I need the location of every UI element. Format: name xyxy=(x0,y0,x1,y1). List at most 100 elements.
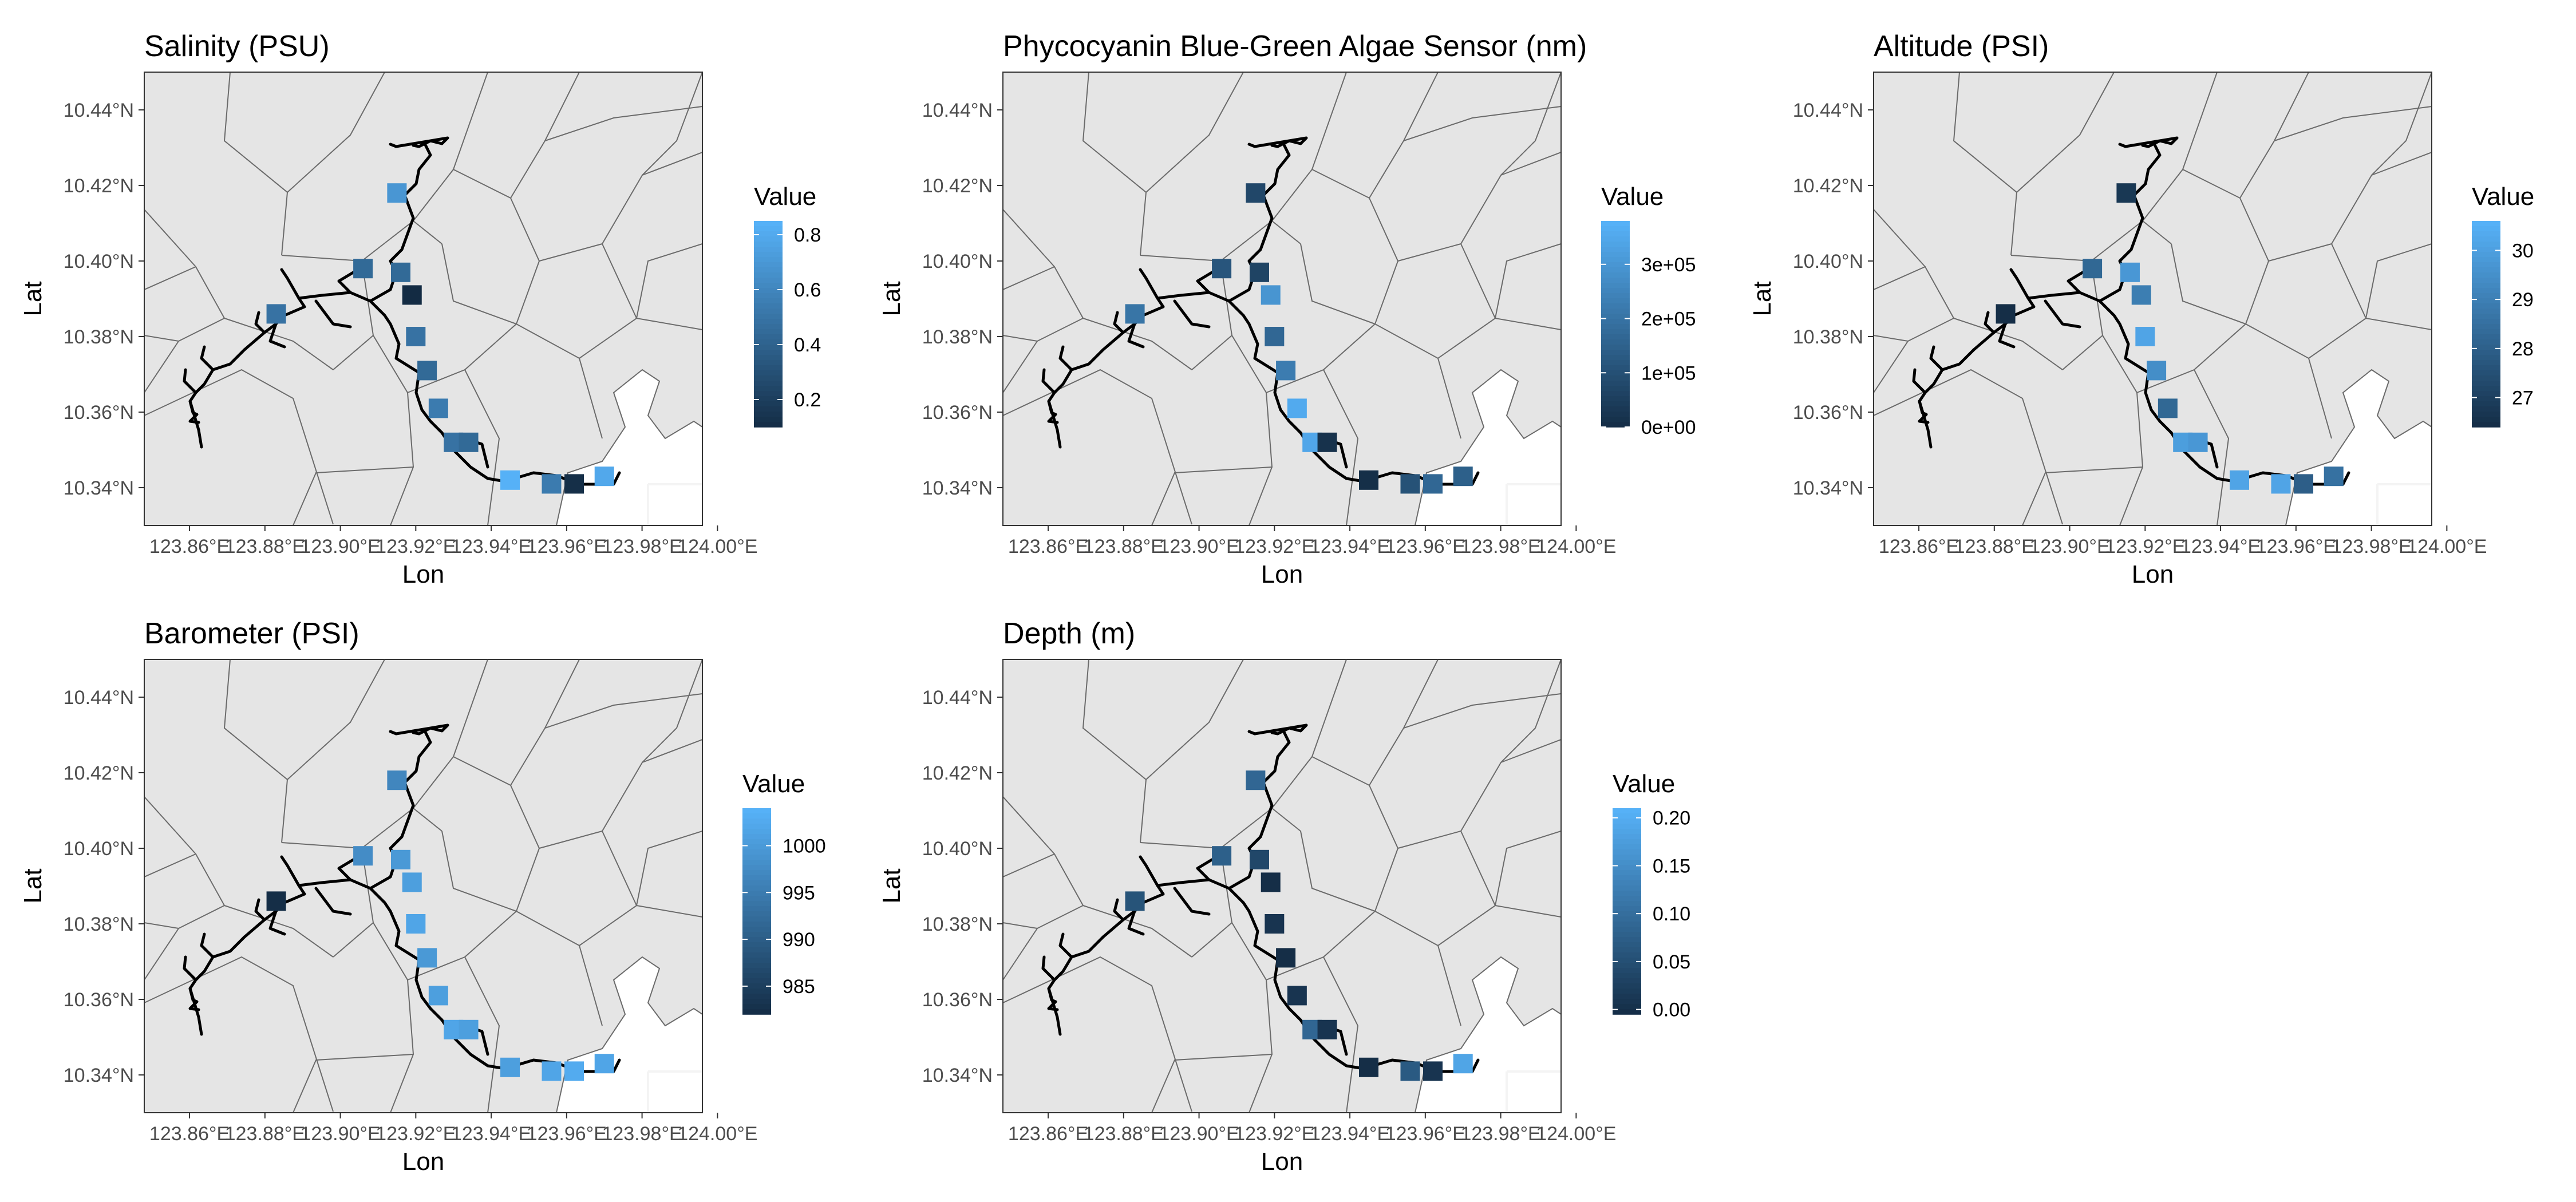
data-point xyxy=(2135,327,2155,346)
panel-title: Salinity (PSU) xyxy=(144,30,330,63)
data-point xyxy=(1125,304,1145,324)
legend-gradient-step xyxy=(754,309,783,314)
panel-3: Altitude (PSI)123.86°E123.88°E123.90°E12… xyxy=(1748,30,2534,588)
data-point xyxy=(1249,262,1269,282)
legend-gradient-step xyxy=(754,247,783,252)
data-point xyxy=(417,361,437,381)
legend-gradient-step xyxy=(1601,242,1630,247)
data-point xyxy=(1265,914,1285,934)
data-point xyxy=(459,432,479,452)
legend-gradient-step xyxy=(742,1004,771,1010)
x-tick-label: 123.96°E xyxy=(527,536,607,557)
boundary-line xyxy=(373,922,408,980)
legend-gradient-step xyxy=(1613,1004,1641,1010)
y-tick-label: 10.42°N xyxy=(64,175,134,197)
boundary-line xyxy=(390,369,465,525)
boundary-line xyxy=(1082,318,1192,370)
legend-gradient-step xyxy=(742,999,771,1005)
river-path xyxy=(314,299,352,329)
legend-gradient-step xyxy=(742,968,771,974)
boundary-line xyxy=(1403,693,1561,729)
legend-title: Value xyxy=(754,183,816,211)
legend-gradient-step xyxy=(2472,267,2500,273)
legend-gradient-step xyxy=(742,973,771,979)
y-tick-label: 10.42°N xyxy=(64,762,134,784)
data-point xyxy=(459,1019,479,1039)
boundary-line xyxy=(1249,369,1324,525)
legend-gradient-step xyxy=(1601,314,1630,319)
data-point xyxy=(542,474,562,494)
data-point xyxy=(564,474,584,494)
data-point xyxy=(1287,986,1307,1006)
data-point xyxy=(1212,259,1232,279)
legend-gradient-step xyxy=(2472,257,2500,263)
river-path xyxy=(188,400,203,449)
legend-gradient-step xyxy=(2472,226,2500,232)
data-point xyxy=(1246,770,1266,790)
y-tick-label: 10.44°N xyxy=(64,687,134,709)
river-path xyxy=(1047,987,1062,1036)
grid-segment xyxy=(647,483,702,525)
river-path xyxy=(314,887,352,916)
data-point xyxy=(2131,285,2151,305)
river-path xyxy=(394,136,449,148)
legend-gradient-step xyxy=(742,994,771,999)
x-axis-title: Lon xyxy=(2132,560,2174,588)
river-path xyxy=(254,311,266,334)
panel-title: Barometer (PSI) xyxy=(144,617,359,650)
legend-tick-label: 0.15 xyxy=(1653,855,1690,877)
data-point xyxy=(2116,183,2136,203)
legend-gradient-step xyxy=(742,896,771,902)
data-point xyxy=(2120,262,2140,282)
x-tick-label: 123.92°E xyxy=(2105,536,2185,557)
data-point xyxy=(2271,474,2291,494)
legend-gradient-step xyxy=(754,422,783,428)
panel-frame xyxy=(1002,659,1562,1113)
legend-gradient-step xyxy=(1601,257,1630,263)
legend-gradient-step xyxy=(1613,978,1641,984)
legend-gradient-step xyxy=(1601,272,1630,278)
legend-gradient-step xyxy=(754,267,783,273)
river-path xyxy=(1918,348,1976,424)
boundary-line xyxy=(1500,72,1561,176)
river-path xyxy=(1253,723,1308,736)
y-tick-label: 10.44°N xyxy=(64,100,134,121)
river-path xyxy=(254,898,266,922)
legend-gradient-step xyxy=(2472,272,2500,278)
river-path xyxy=(1047,400,1062,449)
river-path xyxy=(188,935,246,1011)
legend-gradient-step xyxy=(1613,865,1641,871)
legend-gradient-step xyxy=(2472,422,2500,428)
y-tick-label: 10.42°N xyxy=(922,762,993,784)
legend-gradient-step xyxy=(1601,226,1630,232)
data-point xyxy=(390,262,410,282)
panel-title: Phycocyanin Blue-Green Algae Sensor (nm) xyxy=(1003,30,1587,63)
x-tick-label: 123.96°E xyxy=(1385,1123,1465,1145)
data-point xyxy=(390,849,410,869)
data-point xyxy=(1423,474,1443,494)
legend-tick-label: 30 xyxy=(2512,240,2534,262)
legend-title: Value xyxy=(1601,183,1664,211)
legend-gradient-step xyxy=(1613,808,1641,814)
legend-gradient-step xyxy=(1613,885,1641,891)
x-tick-label: 123.92°E xyxy=(376,1123,456,1145)
x-tick-label: 124.00°E xyxy=(1536,536,1616,557)
boundary-line xyxy=(2182,72,2309,199)
data-point xyxy=(1276,361,1296,381)
legend-gradient-step xyxy=(1601,365,1630,371)
data-point xyxy=(2324,466,2344,487)
legend-gradient-step xyxy=(754,391,783,397)
legend-gradient-step xyxy=(1601,406,1630,412)
data-point xyxy=(402,285,422,305)
legend-gradient-step xyxy=(754,417,783,422)
legend-gradient-step xyxy=(1601,401,1630,407)
legend-gradient-step xyxy=(742,932,771,938)
data-point xyxy=(2158,398,2178,418)
river-path xyxy=(1247,143,1257,148)
x-tick-label: 123.98°E xyxy=(602,536,682,557)
legend-gradient-step xyxy=(1613,1009,1641,1015)
river-path xyxy=(1041,368,1056,394)
x-axis-title: Lon xyxy=(1261,1148,1303,1176)
legend-gradient-step xyxy=(1613,813,1641,819)
grid-segment xyxy=(647,1070,702,1113)
